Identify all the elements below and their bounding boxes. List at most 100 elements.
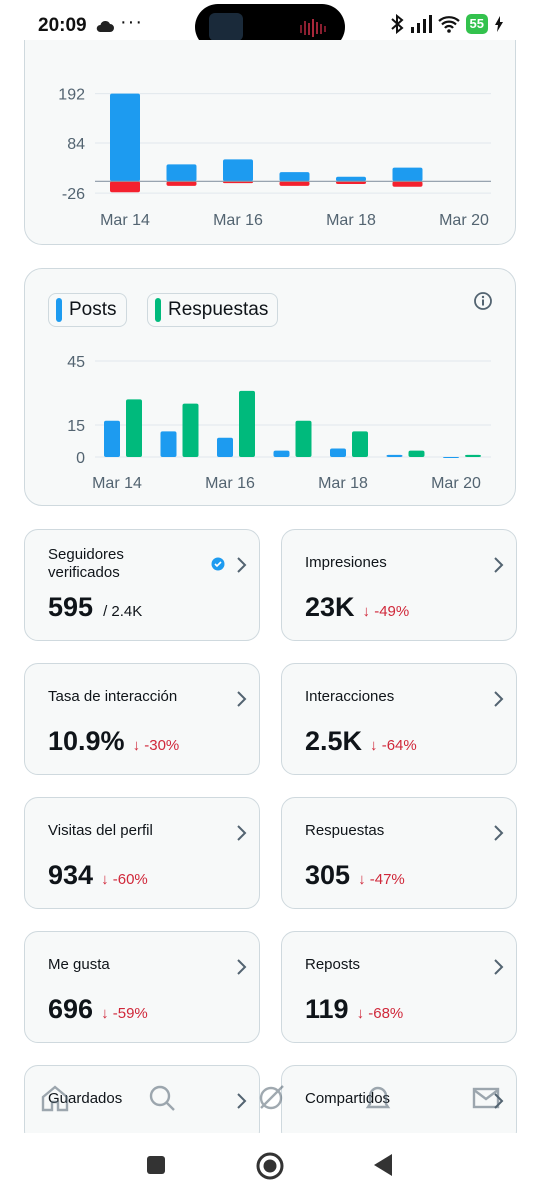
info-icon[interactable] xyxy=(473,291,493,311)
stat-delta: ↓ -47% xyxy=(358,871,405,888)
search-icon[interactable] xyxy=(146,1082,178,1114)
bar-respuestas xyxy=(182,403,199,457)
stat-label: Interacciones xyxy=(305,688,395,705)
y-tick-label: 45 xyxy=(67,354,85,371)
stat-label: Reposts xyxy=(305,956,361,973)
stat-value-row: 10.9% ↓ -30% xyxy=(48,726,179,757)
x-tick-label: Mar 18 xyxy=(318,475,368,492)
bar-respuestas xyxy=(239,390,255,457)
chevron-right-icon xyxy=(494,557,504,573)
cloud-icon xyxy=(96,20,114,32)
chevron-right-icon xyxy=(237,825,247,841)
x-tick-label: Mar 20 xyxy=(439,212,489,229)
bar-negative xyxy=(336,181,366,185)
x-tick-label: Mar 20 xyxy=(431,475,481,492)
stat-value: 934 xyxy=(48,860,94,890)
notifications-icon[interactable] xyxy=(362,1082,394,1114)
stat-card-profile-visits[interactable]: Visitas del perfil 934 ↓ -60% xyxy=(24,797,260,909)
stat-value: 119 xyxy=(305,994,349,1024)
x-tick-label: Mar 18 xyxy=(326,212,376,229)
media-thumbnail xyxy=(209,13,243,41)
stat-card-engagement-rate[interactable]: Tasa de interacción 10.9% ↓ -30% xyxy=(24,663,260,775)
stat-value: 23K xyxy=(305,592,355,622)
home-icon[interactable] xyxy=(39,1082,71,1114)
stat-card-impressions[interactable]: Impresiones 23K ↓ -49% xyxy=(281,529,517,641)
recents-square-icon[interactable] xyxy=(146,1155,166,1175)
stat-card-engagements[interactable]: Interacciones 2.5K ↓ -64% xyxy=(281,663,517,775)
stat-label: Seguidores verificados xyxy=(48,546,124,581)
stat-label: Me gusta xyxy=(48,956,110,973)
stat-delta: ↓ -60% xyxy=(101,871,148,888)
posts-replies-chart-card: Posts Respuestas 45 15 0 Mar 14 Mar 16 Mar 18… xyxy=(24,268,516,506)
stat-value-row: 696 ↓ -59% xyxy=(48,994,148,1025)
y-tick-label: -26 xyxy=(62,186,85,203)
grok-icon[interactable] xyxy=(255,1082,287,1114)
chevron-right-icon xyxy=(237,691,247,707)
posts-replies-chart: 45 15 0 Mar 14 Mar 16 Mar 18 Mar 20 xyxy=(67,354,491,492)
stat-label: Compartidos xyxy=(305,1090,391,1107)
bottom-navigation xyxy=(0,1072,540,1132)
chevron-right-icon xyxy=(494,959,504,975)
bar-positive xyxy=(110,93,140,182)
messages-icon[interactable] xyxy=(470,1082,502,1114)
status-time: 20:09 xyxy=(38,15,87,36)
stat-total: / 2.4K xyxy=(103,603,143,620)
stat-value-row: 595 / 2.4K xyxy=(48,592,142,623)
audio-wave-icon xyxy=(300,19,326,37)
bar-positive xyxy=(392,167,423,182)
stat-value-row: 2.5K ↓ -64% xyxy=(305,726,417,757)
stat-value-row: 23K ↓ -49% xyxy=(305,592,409,623)
bar-posts xyxy=(160,431,177,457)
x-tick-label: Mar 16 xyxy=(213,212,263,229)
legend-respuestas-swatch xyxy=(155,298,161,322)
stat-card-shares[interactable]: Compartidos xyxy=(281,1065,517,1145)
bar-posts xyxy=(443,457,459,458)
x-tick-label: Mar 14 xyxy=(92,475,142,492)
stat-value: 2.5K xyxy=(305,726,363,756)
battery-level: 55 xyxy=(465,14,488,34)
bar-posts xyxy=(217,437,233,457)
legend-respuestas-label: Respuestas xyxy=(168,299,269,320)
net-followers-chart: 192 84 -26 Mar 14 Mar 16 Mar 18 Mar 20 xyxy=(58,87,491,229)
x-tick-label: Mar 14 xyxy=(100,212,150,229)
signal-icon xyxy=(410,15,432,33)
chevron-right-icon xyxy=(237,959,247,975)
bar-negative xyxy=(392,181,423,187)
stat-value: 10.9% xyxy=(48,726,125,756)
stat-card-likes[interactable]: Me gusta 696 ↓ -59% xyxy=(24,931,260,1043)
bar-negative xyxy=(166,181,197,186)
stat-card-reposts[interactable]: Reposts 119 ↓ -68% xyxy=(281,931,517,1043)
stat-value: 595 xyxy=(48,592,94,622)
y-tick-label: 192 xyxy=(58,87,85,104)
chevron-right-icon xyxy=(237,1093,247,1109)
legend-posts-swatch xyxy=(56,298,62,322)
bar-respuestas xyxy=(352,431,368,457)
stat-label: Visitas del perfil xyxy=(48,822,153,839)
net-followers-chart-card: 192 84 -26 Mar 14 Mar 16 Mar 18 Mar 20 xyxy=(24,40,516,245)
chevron-right-icon xyxy=(494,691,504,707)
legend-posts-label: Posts xyxy=(69,299,117,320)
bar-negative xyxy=(110,181,140,193)
bar-posts xyxy=(386,454,403,457)
legend-respuestas[interactable]: Respuestas xyxy=(147,293,279,327)
y-tick-label: 84 xyxy=(67,136,85,153)
bar-positive xyxy=(166,164,197,182)
stat-value-row: 119 ↓ -68% xyxy=(305,994,403,1025)
status-icons: 55 xyxy=(390,14,504,34)
bar-negative xyxy=(279,181,310,186)
system-navigation-bar xyxy=(0,1133,540,1199)
verified-badge-icon xyxy=(211,557,225,571)
stat-card-replies[interactable]: Respuestas 305 ↓ -47% xyxy=(281,797,517,909)
chevron-right-icon xyxy=(237,557,247,573)
charging-icon xyxy=(495,16,503,32)
back-triangle-icon[interactable] xyxy=(372,1153,394,1177)
stat-delta: ↓ -59% xyxy=(101,1005,148,1022)
home-circle-icon[interactable] xyxy=(255,1151,285,1181)
bar-positive xyxy=(279,172,310,182)
bar-positive xyxy=(336,176,366,182)
stat-label: Respuestas xyxy=(305,822,385,839)
stat-value: 305 xyxy=(305,860,351,890)
stat-card-verified-followers[interactable]: Seguidores verificados 595 / 2.4K xyxy=(24,529,260,641)
stat-delta: ↓ -30% xyxy=(132,737,180,754)
legend-posts[interactable]: Posts xyxy=(48,293,127,327)
